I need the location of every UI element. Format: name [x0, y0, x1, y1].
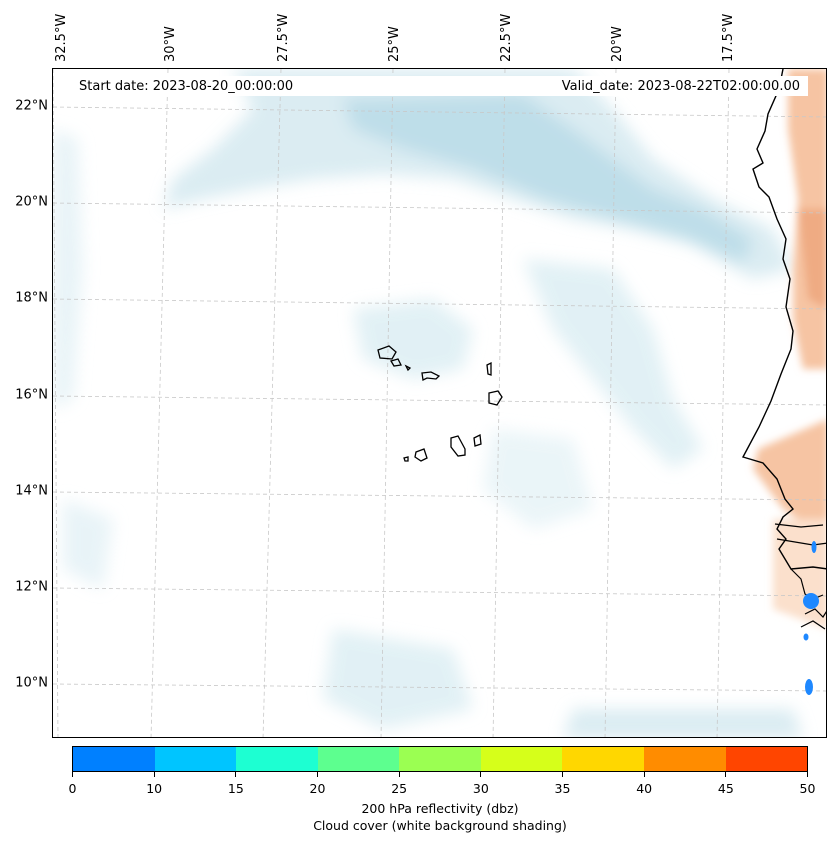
- colorbar-subtitle: Cloud cover (white background shading): [313, 818, 567, 833]
- colorbar-tick-label: 0: [68, 781, 77, 796]
- island-brava: [403, 456, 409, 462]
- colorbar-segment-5: [480, 747, 563, 771]
- graticule: [53, 69, 826, 737]
- colorbar-segment-7: [643, 747, 726, 771]
- lon-label-25w: 25°W: [387, 26, 402, 62]
- cloud-patch-west: [53, 129, 83, 409]
- land-warm-dense: [798, 209, 826, 308]
- reflectivity-patch-3: [803, 633, 809, 641]
- reflectivity-patches: [803, 541, 819, 695]
- reflectivity-patch-1: [811, 541, 817, 553]
- lat-label-14n: 14°N: [15, 483, 48, 499]
- colorbar-tick-mark: [317, 772, 318, 777]
- cloud-band-north: [163, 69, 793, 279]
- colorbar-tick-label: 15: [227, 781, 244, 796]
- island-sao-vicente: [390, 358, 402, 367]
- lat-label-10n: 10°N: [15, 675, 48, 691]
- colorbar-tick-mark: [480, 772, 482, 777]
- colorbar-tick-mark: [807, 772, 808, 777]
- lat-label-16n: 16°N: [15, 387, 48, 403]
- valid-date-label: Valid_date: 2023-08-22T02:00:00.00: [555, 78, 806, 96]
- island-fogo: [414, 448, 428, 462]
- lat-label-22n: 22°N: [15, 98, 48, 114]
- colorbar-tick-label: 45: [717, 781, 734, 796]
- cloud-patch-south: [323, 629, 473, 729]
- lon-label-30w: 30°W: [163, 26, 178, 62]
- lon-label-22-5w: 22.5°W: [499, 13, 514, 62]
- colorbar-segment-2: [236, 747, 318, 771]
- colorbar-tick-mark: [643, 772, 645, 777]
- cloud-cover-shading: [53, 69, 803, 737]
- island-boa-vista: [488, 390, 503, 406]
- island-sal: [486, 361, 492, 376]
- cloud-patch-southwest: [63, 499, 113, 589]
- reflectivity-patch-4: [805, 679, 813, 695]
- colorbar-tick-mark: [72, 772, 73, 777]
- cape-verde-islands: [377, 345, 503, 462]
- colorbar-segment-1: [154, 747, 237, 771]
- lat-label-12n: 12°N: [15, 579, 48, 595]
- land-warm-central: [753, 419, 826, 538]
- colorbar-tick-mark: [725, 772, 727, 777]
- colorbar-segment-0: [73, 747, 155, 771]
- colorbar-tick-label: 25: [391, 781, 408, 796]
- island-sao-nicolau: [421, 371, 441, 381]
- colorbar-title: 200 hPa reflectivity (dbz): [361, 801, 519, 816]
- lon-label-27-5w: 27.5°W: [276, 13, 291, 62]
- lat-label-20n: 20°N: [15, 194, 48, 210]
- lon-label-20w: 20°W: [610, 26, 625, 62]
- colorbar-segment-6: [562, 747, 644, 771]
- lat-label-18n: 18°N: [15, 290, 48, 306]
- africa-coastline: [741, 69, 826, 570]
- island-maio: [473, 434, 482, 447]
- cloud-band-southern: [563, 709, 803, 737]
- cloud-band-north-core: [343, 94, 753, 264]
- colorbar-segment-4: [399, 747, 481, 771]
- reflectivity-colorbar: [72, 746, 808, 772]
- colorbar-tick-mark: [562, 772, 563, 777]
- island-santiago: [450, 435, 466, 457]
- colorbar-tick-label: 30: [472, 781, 489, 796]
- cloud-patch-lower-center: [483, 429, 593, 529]
- lon-label-32-5w: 32.5°W: [54, 13, 69, 62]
- map-panel: Start date: 2023-08-20_00:00:00 Valid_da…: [52, 68, 827, 738]
- colorbar-tick-label: 20: [309, 781, 326, 796]
- island-santo-antao: [377, 345, 397, 360]
- colorbar-tick-label: 40: [636, 781, 653, 796]
- colorbar-tick-label: 10: [146, 781, 163, 796]
- colorbar-segment-8: [725, 747, 808, 771]
- start-date-label: Start date: 2023-08-20_00:00:00: [73, 78, 300, 96]
- colorbar-segment-3: [317, 747, 400, 771]
- lon-label-17-5w: 17.5°W: [721, 13, 736, 62]
- reflectivity-patch-2: [803, 593, 819, 609]
- island-santa-luzia: [404, 364, 412, 372]
- map-canvas: [53, 69, 826, 737]
- colorbar-tick-mark: [398, 772, 400, 777]
- cloud-patch-central: [523, 259, 703, 469]
- colorbar-tick-label: 35: [554, 781, 571, 796]
- colorbar-tick-label: 50: [799, 781, 816, 796]
- colorbar-tick-mark: [235, 772, 237, 777]
- colorbar-tick-mark: [153, 772, 155, 777]
- cloud-patch-islands: [353, 299, 473, 379]
